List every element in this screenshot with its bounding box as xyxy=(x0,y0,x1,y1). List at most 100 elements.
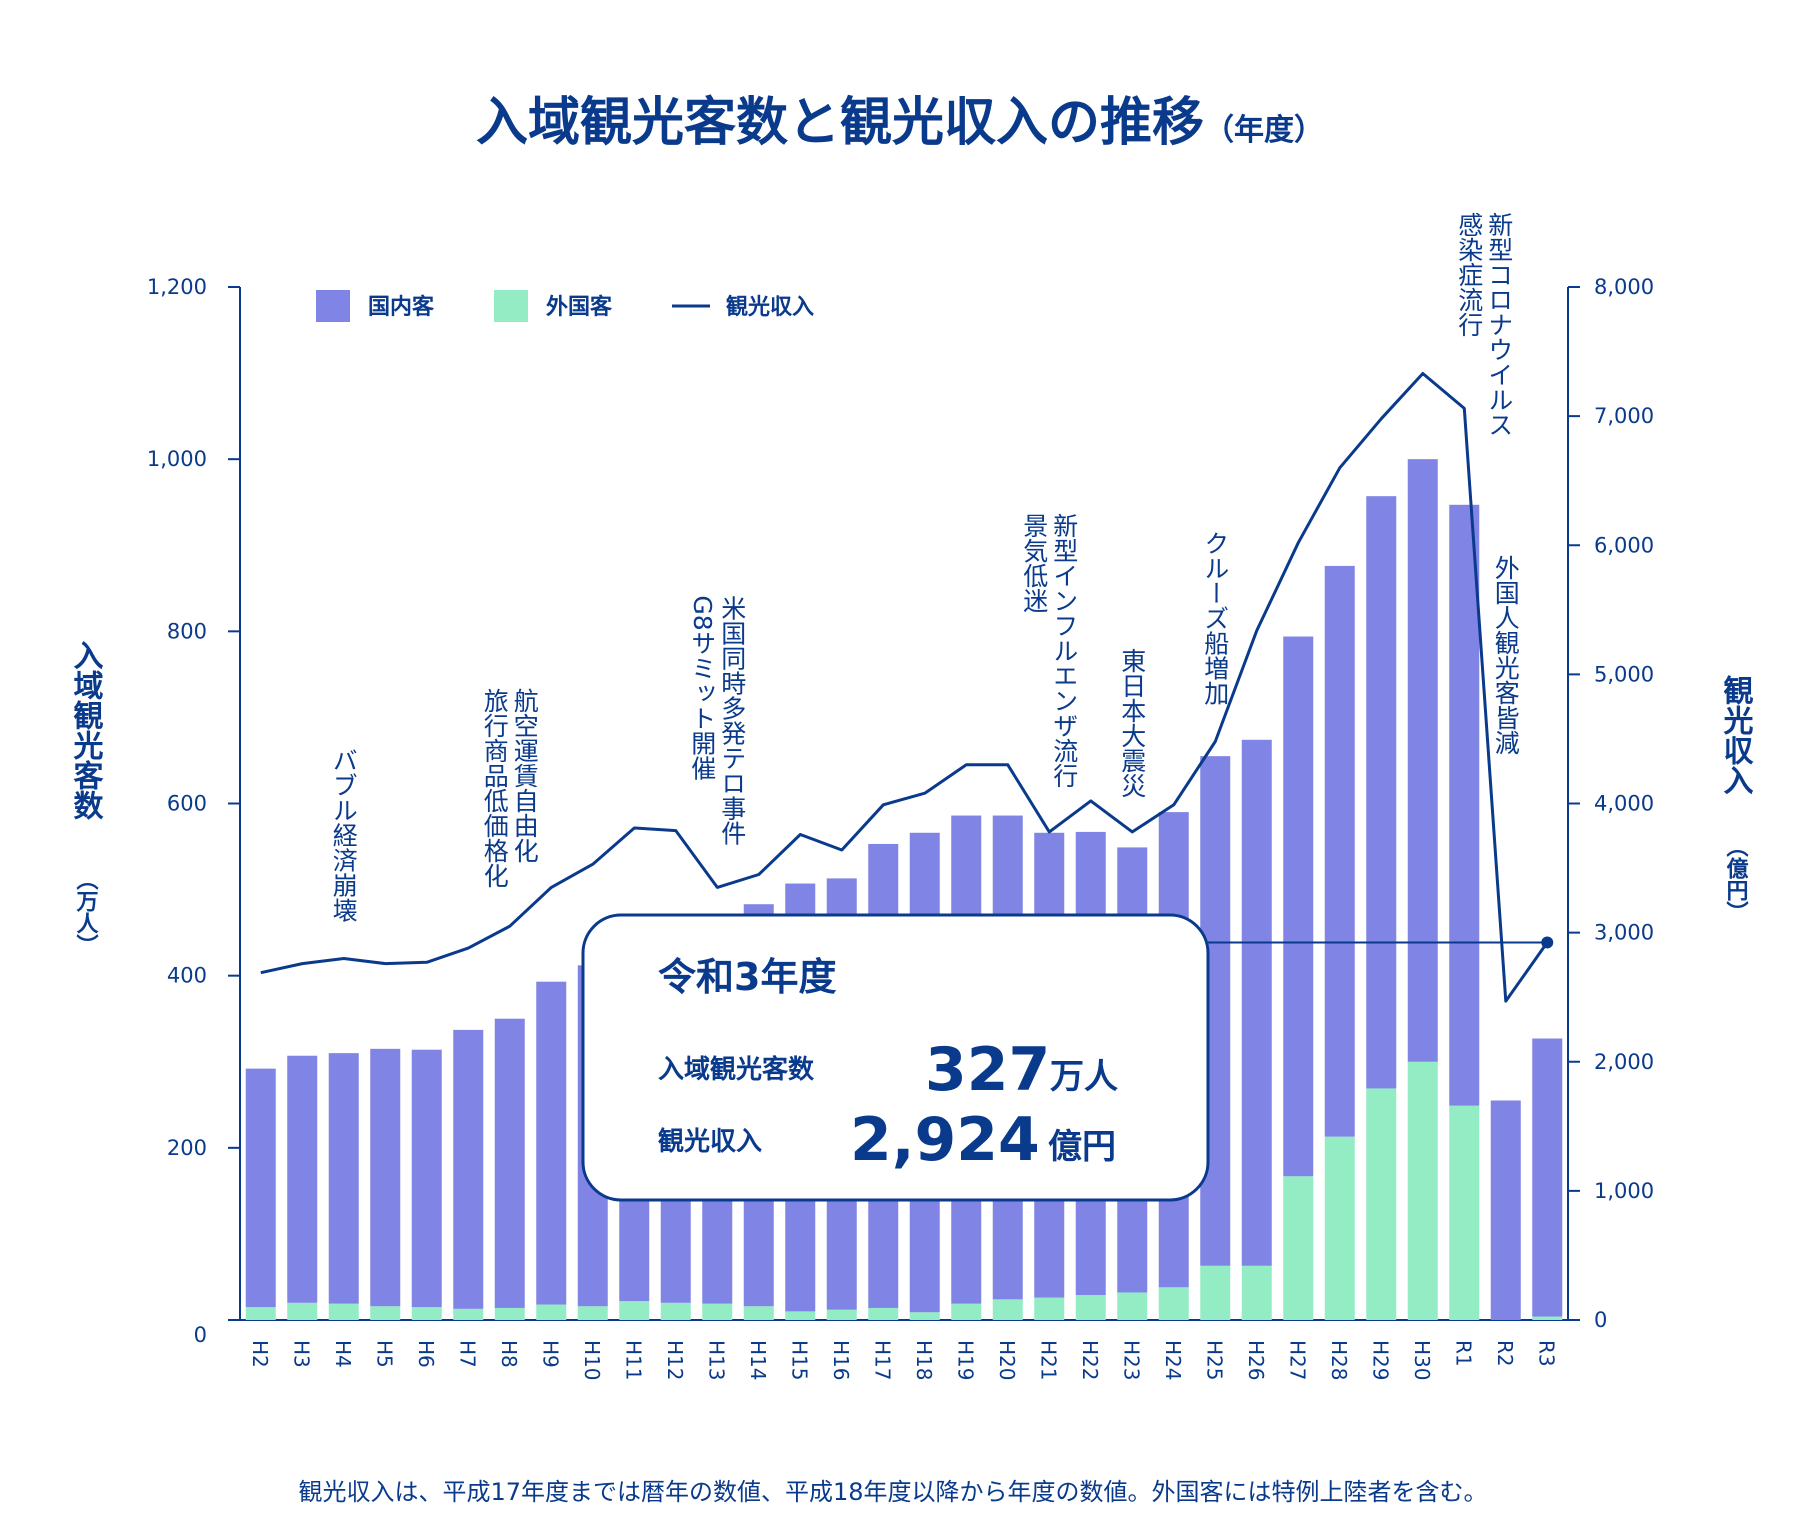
left-axis-unit: （万人） xyxy=(73,868,100,956)
bar-foreign xyxy=(1241,1265,1272,1320)
x-tick-label: H4 xyxy=(331,1340,355,1368)
annotation-text: 航空運賃自由化 xyxy=(510,688,539,863)
bar-foreign xyxy=(453,1308,484,1320)
x-tick-label: H14 xyxy=(746,1340,770,1381)
highlight-visitors-value: 327 xyxy=(925,1035,1050,1105)
x-tick-label: H8 xyxy=(497,1340,521,1368)
x-tick-label: H23 xyxy=(1119,1340,1143,1381)
annotation-text: 米国同時多発テロ事件 xyxy=(718,595,747,845)
right-axis-title: 観光収入 xyxy=(1718,674,1754,795)
annotation-text: 旅行商品低価格化 xyxy=(480,688,509,888)
bar-foreign xyxy=(1532,1316,1563,1320)
bar-foreign xyxy=(370,1306,401,1320)
left-tick-label: 200 xyxy=(167,1136,207,1160)
annotation-text: 新型コロナウイルス xyxy=(1485,212,1514,437)
x-tick-label: H24 xyxy=(1161,1340,1185,1381)
bar-domestic xyxy=(1407,459,1438,1062)
bar-domestic xyxy=(370,1048,401,1307)
left-tick-label: 800 xyxy=(167,619,207,643)
x-tick-label: H2 xyxy=(248,1340,272,1368)
x-tick-label: H6 xyxy=(414,1340,438,1368)
x-tick-label: H29 xyxy=(1368,1340,1392,1381)
annotation-text: バブル経済崩壊 xyxy=(329,747,358,922)
right-tick-label: 4,000 xyxy=(1594,792,1654,816)
bar-domestic xyxy=(1490,1100,1521,1320)
chart-title-main: 入域観光客数と観光収入の推移 xyxy=(476,93,1204,153)
left-tick-label: 400 xyxy=(167,964,207,988)
bar-foreign xyxy=(619,1301,650,1320)
x-tick-label: H16 xyxy=(829,1340,853,1381)
highlight-card: 令和3年度 入域観光客数 327 万人 観光収入 2,924 億円 xyxy=(581,913,1210,1202)
footnote: 観光収入は、平成17年度までは暦年の数値、平成18年度以降から年度の数値。外国客… xyxy=(298,1478,1487,1506)
bar-foreign xyxy=(328,1303,359,1320)
bar-foreign xyxy=(743,1306,774,1320)
left-axis-title: 入域観光客数 xyxy=(68,640,104,821)
bar-domestic xyxy=(287,1055,318,1303)
highlight-income-label: 観光収入 xyxy=(658,1126,762,1157)
right-tick-label: 6,000 xyxy=(1594,533,1654,557)
legend-income-label: 観光収入 xyxy=(726,294,814,320)
right-tick-label: 7,000 xyxy=(1594,404,1654,428)
highlight-dot xyxy=(1541,936,1554,949)
bar-domestic xyxy=(411,1049,442,1308)
legend-foreign-swatch xyxy=(494,290,528,322)
x-tick-label: H27 xyxy=(1285,1340,1309,1381)
x-tick-label: H22 xyxy=(1078,1340,1102,1381)
x-tick-label: H19 xyxy=(953,1340,977,1381)
legend-domestic-swatch xyxy=(316,290,350,322)
bar-domestic xyxy=(1449,504,1480,1106)
annotation-text: クルーズ船増加 xyxy=(1201,531,1230,706)
bar-domestic xyxy=(494,1018,525,1308)
bar-foreign xyxy=(785,1311,816,1320)
bar-domestic xyxy=(1366,496,1397,1089)
right-axis-title-text: 観光収入 xyxy=(1718,674,1754,795)
left-axis-ticks: 0 200 400 600 800 1,000 1,200 xyxy=(147,275,240,1347)
highlight-income-unit: 億円 xyxy=(1048,1127,1116,1167)
x-tick-label: H28 xyxy=(1327,1340,1351,1381)
highlight-title: 令和3年度 xyxy=(658,955,836,999)
x-tick-label: H7 xyxy=(455,1340,479,1368)
annotation-text: 新型インフルエンザ流行 xyxy=(1050,513,1079,788)
bar-foreign xyxy=(1158,1287,1189,1320)
bar-domestic xyxy=(245,1068,276,1308)
bar-foreign xyxy=(660,1302,691,1320)
x-tick-label: H18 xyxy=(912,1340,936,1381)
bar-foreign xyxy=(1117,1292,1148,1320)
bar-domestic xyxy=(1241,739,1272,1266)
left-axis-unit-text: （万人） xyxy=(73,868,100,956)
bar-domestic xyxy=(1324,565,1355,1137)
x-axis-ticks: H2 H3 H4 H5 H6 H7 H8 H9 H10 H11 H12 H13 H14 H15 H16 H17… xyxy=(248,1340,1559,1381)
legend: 国内客 外国客 観光収入 xyxy=(316,290,814,322)
x-tick-label: R1 xyxy=(1451,1340,1475,1367)
annotation-text: 外国人観光客皆減 xyxy=(1491,555,1520,755)
annotation-text: 感染症流行 xyxy=(1455,212,1484,337)
annotation-text: 景気低迷 xyxy=(1020,513,1049,613)
x-tick-label: R2 xyxy=(1493,1340,1517,1367)
annotation-text: 東日本大震災 xyxy=(1118,648,1147,798)
bar-foreign xyxy=(992,1299,1023,1320)
x-tick-label: H10 xyxy=(580,1340,604,1381)
left-axis-title-text: 入域観光客数 xyxy=(68,640,104,821)
bar-foreign xyxy=(909,1312,940,1320)
highlight-visitors-label: 入域観光客数 xyxy=(658,1054,815,1085)
highlight-visitors-unit: 万人 xyxy=(1050,1057,1118,1097)
x-tick-label: H26 xyxy=(1244,1340,1268,1381)
bar-foreign xyxy=(1200,1265,1231,1320)
bar-foreign xyxy=(702,1303,733,1320)
bar-foreign xyxy=(536,1304,567,1320)
bar-foreign xyxy=(494,1307,525,1320)
x-tick-label: H30 xyxy=(1410,1340,1434,1381)
bar-domestic xyxy=(328,1053,359,1304)
bar-foreign xyxy=(411,1307,442,1320)
x-tick-label: H21 xyxy=(1036,1340,1060,1381)
income-line xyxy=(260,372,1549,1003)
right-axis-unit-text: （億円） xyxy=(1723,835,1749,923)
x-tick-label: H3 xyxy=(289,1340,313,1368)
x-tick-label: H5 xyxy=(372,1340,396,1368)
bar-domestic xyxy=(453,1029,484,1309)
bar-foreign xyxy=(868,1307,899,1320)
right-tick-label: 2,000 xyxy=(1594,1050,1654,1074)
right-tick-label: 5,000 xyxy=(1594,662,1654,686)
